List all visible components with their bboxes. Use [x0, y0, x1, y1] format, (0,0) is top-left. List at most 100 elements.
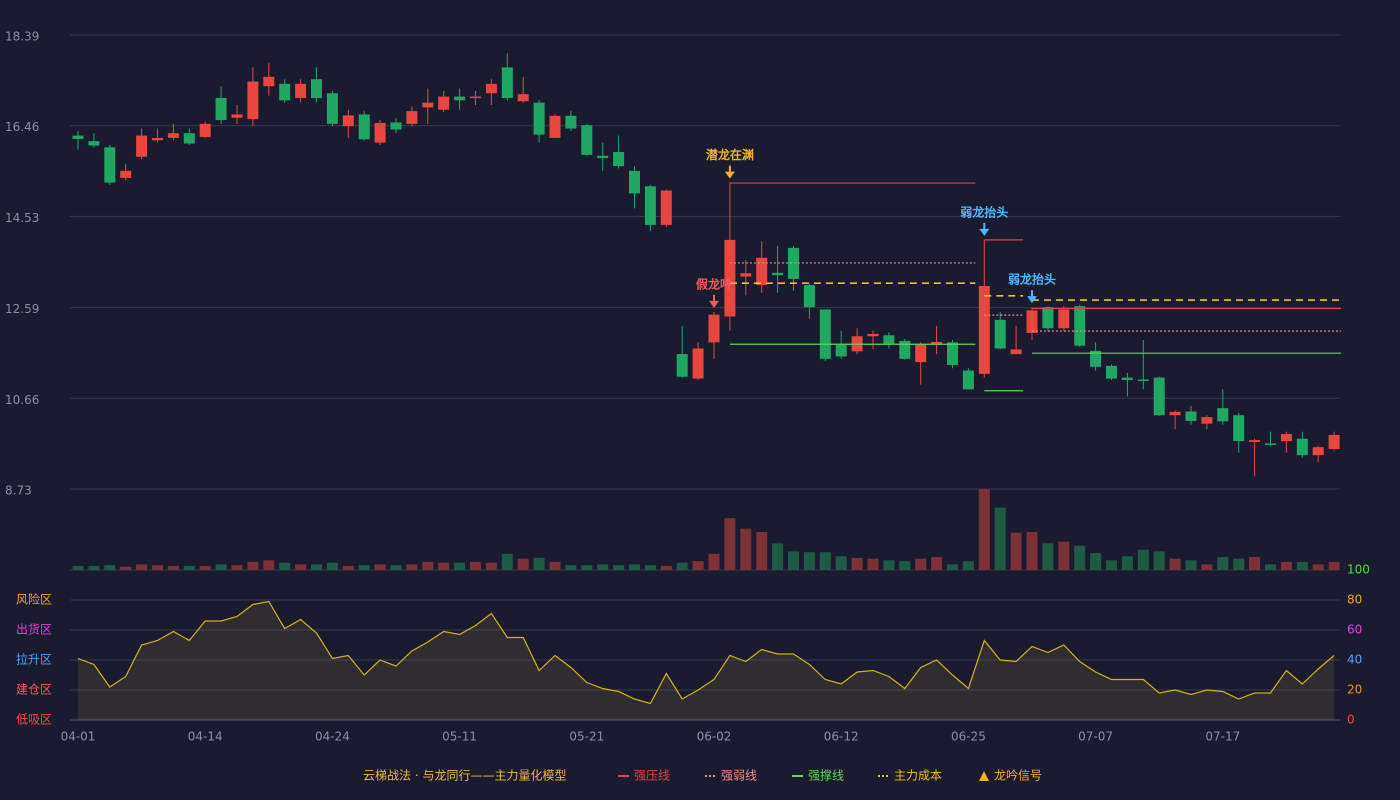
candle-body [1280, 434, 1292, 442]
candle-body [88, 141, 100, 146]
candle-body [390, 122, 402, 130]
volume-bar [72, 565, 84, 570]
y-tick-label: 10.66 [5, 393, 39, 407]
candle-body [676, 354, 688, 377]
zone-label: 风险区 [16, 592, 52, 607]
candle-body [438, 96, 450, 110]
signal-arrow [709, 300, 719, 308]
candle-body [104, 147, 116, 183]
volume-bar [422, 561, 434, 570]
candle-body [660, 190, 672, 225]
volume-bar [1185, 560, 1197, 570]
candle-body [692, 348, 704, 379]
candle-body [326, 93, 338, 124]
candle-body [867, 333, 879, 337]
candle-body [644, 186, 656, 225]
volume-bar [295, 564, 307, 570]
candle-body [183, 133, 195, 144]
volume-bar [644, 565, 656, 570]
volume-bar [915, 558, 927, 570]
volume-bar [120, 566, 132, 570]
volume-bar [1296, 561, 1308, 570]
volume-bar [406, 564, 418, 570]
volume-bar [1328, 561, 1340, 570]
volume-bar [485, 562, 497, 570]
volume-bar [978, 489, 990, 570]
volume-bar [931, 557, 943, 570]
volume-bar [311, 564, 322, 570]
y2-tick-label: 100 [1347, 563, 1370, 577]
candle-body [915, 344, 927, 363]
volume-bar [136, 564, 148, 570]
candle-body [1249, 440, 1261, 443]
candle-body [501, 67, 513, 98]
volume-bar [549, 561, 561, 570]
signal-arrow [724, 171, 735, 179]
candle-body [406, 111, 418, 124]
x-tick-label: 06-02 [697, 730, 732, 744]
volume-bar [565, 565, 577, 570]
legend-label: 主力成本 [894, 769, 942, 783]
volume-bar [215, 564, 227, 570]
volume-bar [660, 565, 672, 570]
candle-body [962, 370, 974, 390]
candle-body [215, 97, 227, 121]
candle-body [1121, 377, 1133, 380]
volume-bar [1074, 545, 1086, 570]
volume-bar [501, 553, 513, 570]
volume-bar [947, 564, 958, 570]
zone-label: 出货区 [16, 622, 52, 637]
candle-body [120, 170, 132, 178]
candle-body [947, 342, 958, 365]
candle-body [1026, 310, 1038, 333]
volume-bar [1106, 560, 1117, 570]
zone-label: 建仓区 [16, 683, 52, 697]
candle-body [167, 133, 179, 138]
candle-body [1312, 447, 1324, 456]
x-tick-label: 05-21 [569, 730, 604, 744]
volume-bar [1312, 564, 1324, 570]
candle-body [994, 319, 1006, 349]
volume-bar [803, 552, 815, 570]
candle-body [422, 102, 434, 108]
volume-bar [1265, 564, 1276, 570]
candle-body [549, 115, 561, 138]
volume-bar [1090, 552, 1102, 570]
candle-body [1074, 306, 1086, 346]
candle-body [597, 155, 609, 159]
volume-bar [279, 562, 291, 570]
volume-bar [167, 565, 179, 570]
volume-bar [724, 518, 736, 570]
candle-body [1153, 377, 1165, 416]
volume-bar [1201, 564, 1213, 570]
signal-label: 潜龙在渊 [706, 147, 754, 162]
legend-label: 强弱线 [721, 769, 757, 783]
candle-body [629, 170, 640, 194]
legend-swatch [979, 771, 989, 781]
candle-body [1201, 417, 1213, 424]
candle-body [374, 122, 386, 143]
candle-body [470, 96, 481, 99]
y-tick-label: 16.46 [5, 120, 39, 134]
candle-body [1090, 350, 1102, 367]
y-tick-label: 14.53 [5, 211, 39, 225]
legend-label: 强压线 [634, 769, 670, 783]
candle-body [1328, 434, 1340, 450]
candle-body [819, 309, 831, 359]
candle-body [454, 96, 466, 101]
candle-body [279, 83, 291, 101]
candle-body [708, 314, 720, 343]
candle-body [883, 335, 895, 344]
candle-body [931, 341, 943, 345]
volume-bar [1058, 541, 1070, 570]
volume-bar [994, 507, 1006, 570]
candle-body [1106, 365, 1117, 379]
legend-label: 强撑线 [808, 768, 844, 783]
volume-bar [326, 562, 338, 570]
candle-body [517, 94, 529, 102]
volume-bar [358, 565, 370, 570]
oscillator-area [78, 601, 1335, 720]
x-tick-label: 07-17 [1205, 730, 1240, 744]
candle-body [358, 114, 370, 140]
signal-label: 假龙吟 [696, 276, 732, 291]
